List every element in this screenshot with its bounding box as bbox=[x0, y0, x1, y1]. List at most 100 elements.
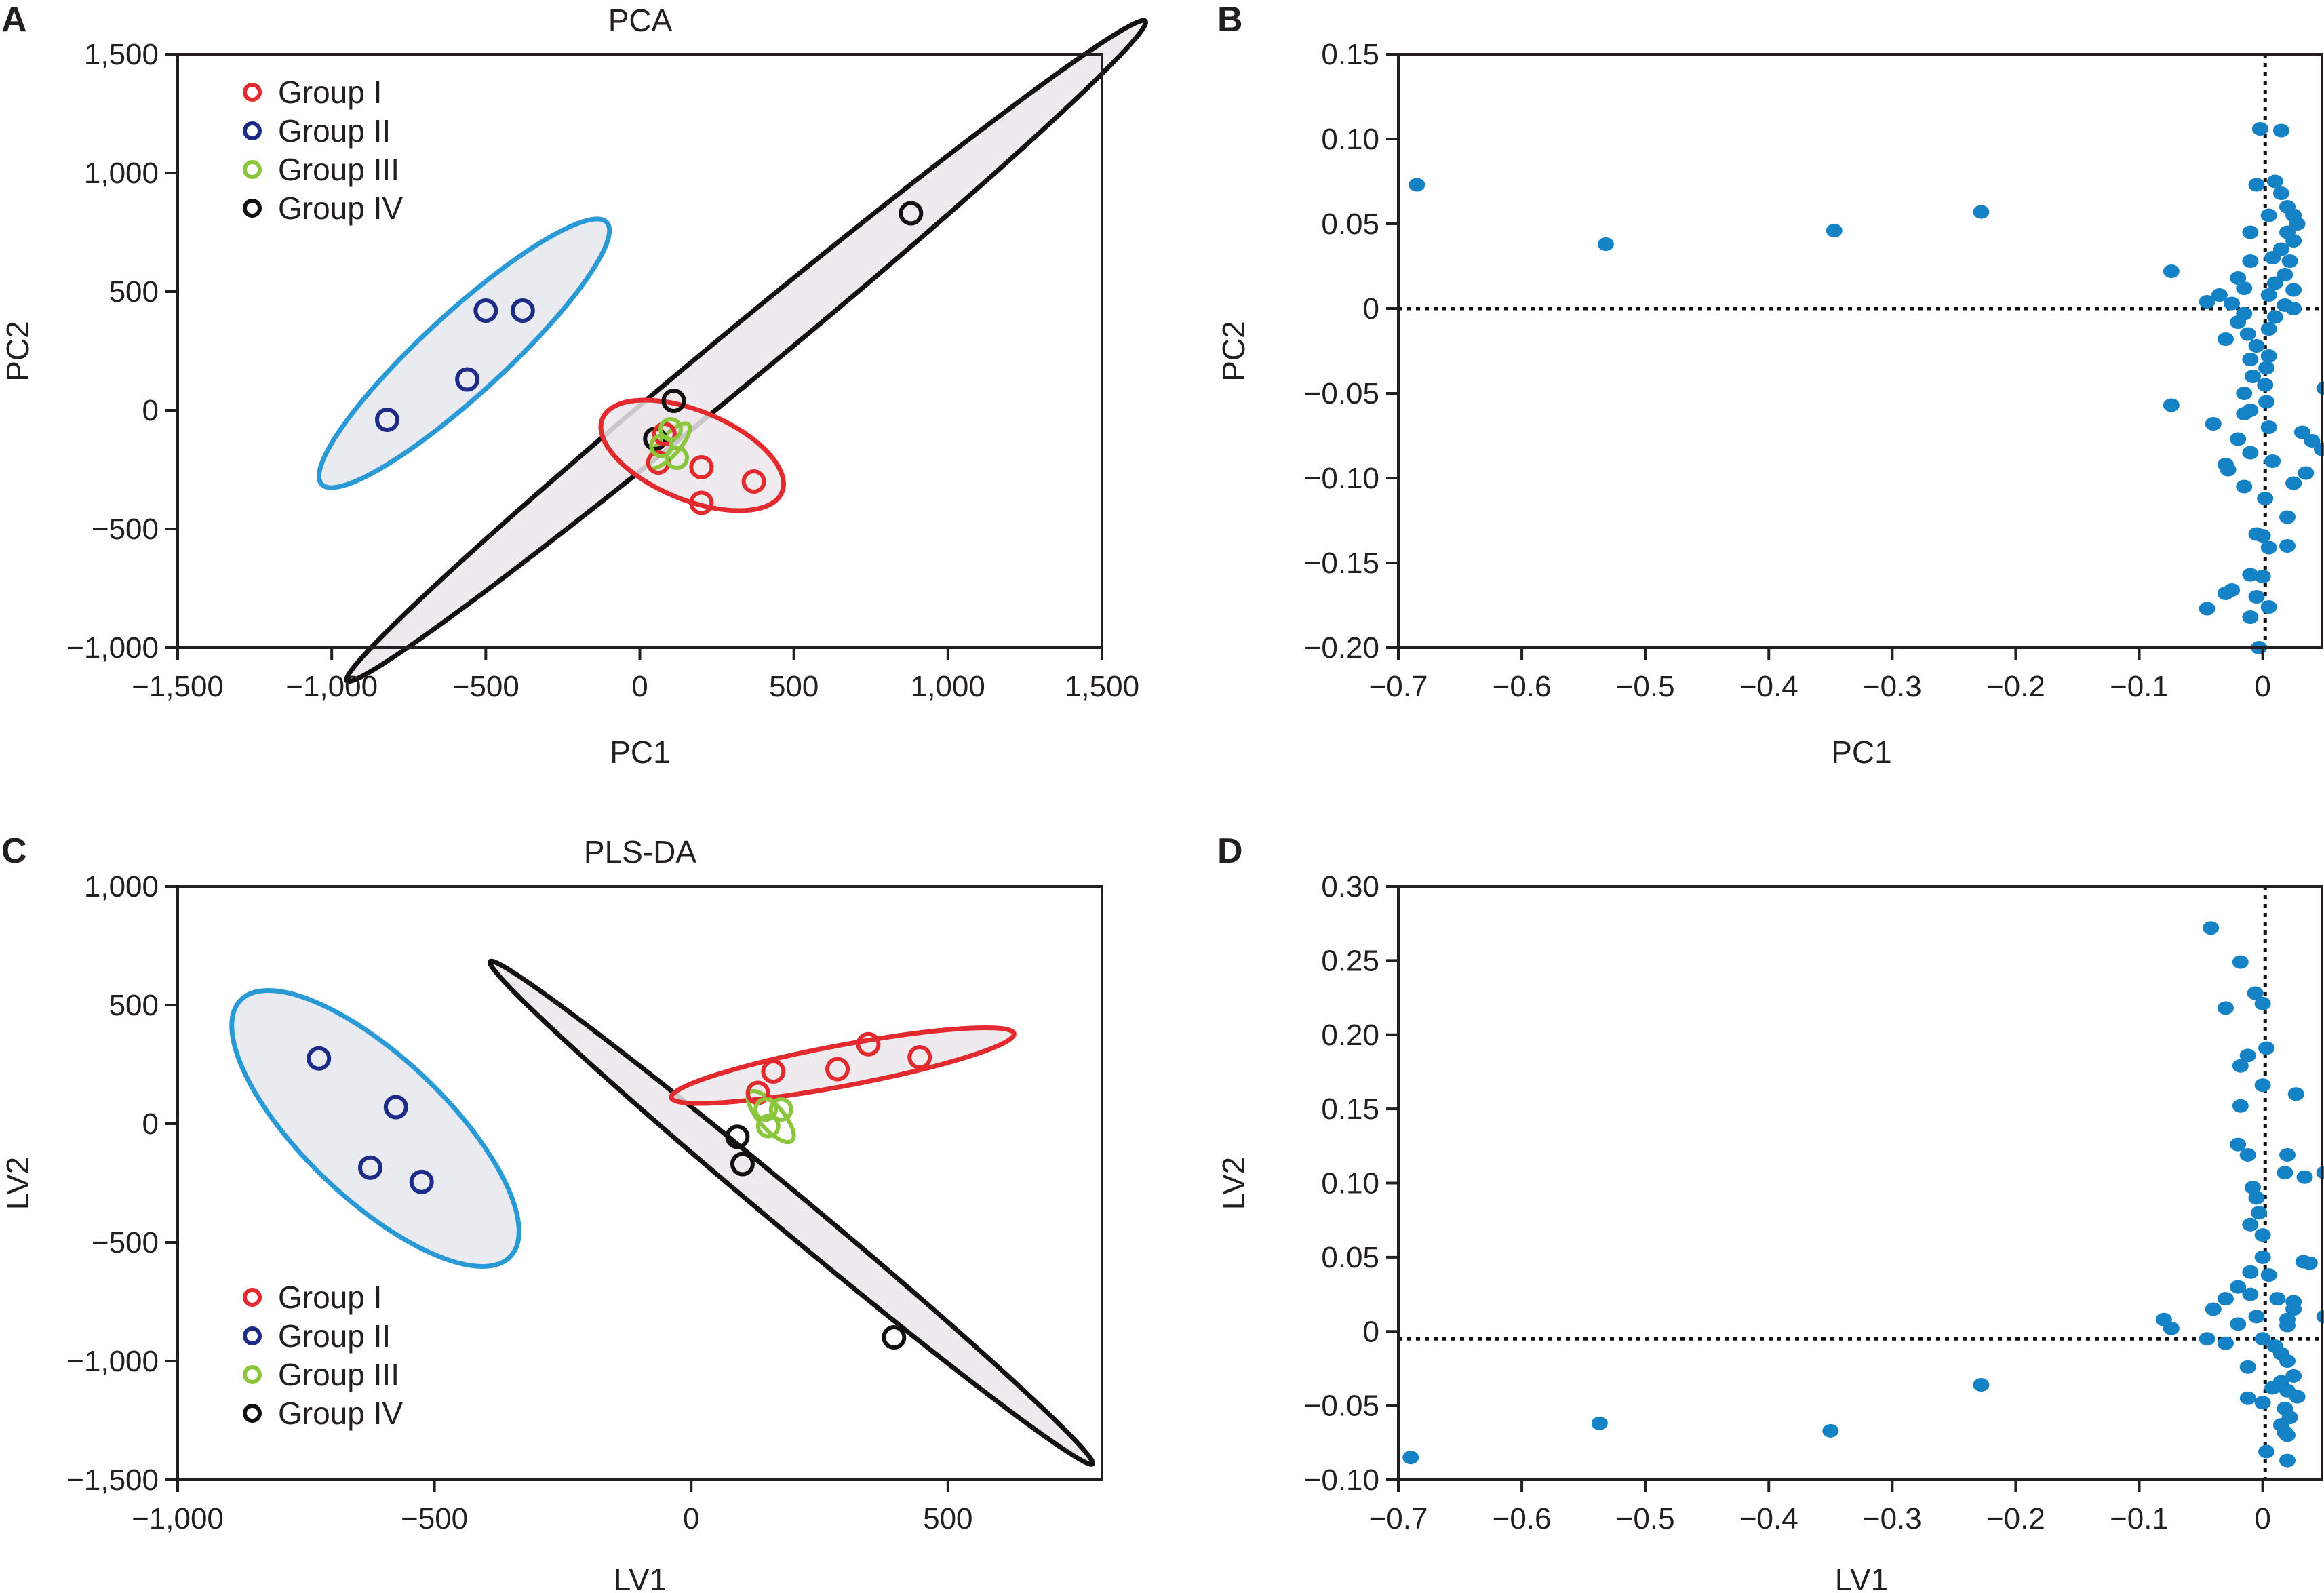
loading-point bbox=[2258, 1444, 2275, 1459]
loading-point bbox=[2239, 1391, 2256, 1405]
plot-marks bbox=[316, 18, 1148, 684]
loading-point bbox=[2285, 476, 2302, 490]
y-axis-title: PC2 bbox=[0, 321, 35, 381]
axes: −1,000 −500 0 500 −1,500 −1,000 −500 0 500 1,000 bbox=[66, 870, 1103, 1535]
loading-point bbox=[2293, 425, 2310, 439]
x-tick-label: −0.5 bbox=[1616, 1502, 1675, 1535]
plot-marks bbox=[1398, 886, 2324, 1480]
loading-point bbox=[2258, 395, 2275, 409]
loading-point bbox=[2230, 432, 2247, 446]
y-axis-title: LV2 bbox=[0, 1157, 35, 1210]
x-tick-label: −0.6 bbox=[1493, 670, 1552, 703]
legend-marker-icon bbox=[243, 199, 262, 218]
x-tick-label: 0 bbox=[2254, 1502, 2270, 1535]
loading-point bbox=[1973, 205, 1990, 219]
legend-marker-icon bbox=[243, 160, 262, 179]
data-point-group-ii bbox=[374, 408, 399, 432]
confidence-ellipse-group-i bbox=[598, 397, 786, 513]
data-point-group-iv bbox=[882, 1325, 907, 1350]
data-point-group-i bbox=[907, 1045, 932, 1069]
y-tick-label: 500 bbox=[109, 275, 159, 309]
data-point-group-iv bbox=[730, 1152, 755, 1177]
loading-point bbox=[2163, 1321, 2180, 1335]
loading-point bbox=[2260, 349, 2277, 363]
legend-label: Group II bbox=[278, 1318, 391, 1354]
loading-point bbox=[2242, 225, 2259, 239]
loading-point bbox=[2248, 1310, 2265, 1324]
y-tick-label: −0.05 bbox=[1304, 1390, 1379, 1423]
loading-point bbox=[2217, 1292, 2234, 1306]
plot-marks bbox=[229, 958, 1095, 1467]
loading-point bbox=[2254, 1396, 2271, 1410]
loading-point bbox=[2217, 1336, 2234, 1350]
loading-point bbox=[2205, 417, 2222, 431]
loading-point bbox=[2242, 1287, 2259, 1301]
loading-point bbox=[2205, 1302, 2222, 1316]
loading-point bbox=[2269, 1292, 2286, 1306]
data-point-group-ii bbox=[383, 1095, 408, 1120]
loading-point bbox=[2281, 254, 2298, 268]
loading-point bbox=[2254, 1332, 2271, 1346]
loading-point bbox=[2289, 217, 2306, 231]
loading-point bbox=[2264, 251, 2281, 264]
y-tick-label: 0.10 bbox=[1321, 1167, 1379, 1200]
legend-label: Group III bbox=[278, 1357, 399, 1392]
legend-marker-icon bbox=[243, 1288, 262, 1307]
loading-point bbox=[2257, 492, 2274, 505]
data-point-group-iii bbox=[768, 1097, 793, 1122]
loading-point bbox=[2242, 254, 2259, 268]
loading-point bbox=[2287, 1087, 2304, 1101]
y-tick-label: 0.15 bbox=[1321, 1093, 1379, 1126]
loading-point bbox=[2264, 454, 2281, 468]
loading-point bbox=[2199, 1332, 2215, 1346]
y-tick-label: 0.20 bbox=[1321, 1019, 1379, 1052]
y-tick-label: −1,000 bbox=[66, 631, 159, 665]
loading-point bbox=[2279, 1428, 2296, 1442]
y-tick-label: 0 bbox=[142, 394, 159, 427]
loading-point bbox=[2285, 1369, 2302, 1383]
panel-a-pca-scores: PCA −1,500 −1,000 −500 0 500 1,000 1,500 −1,000… bbox=[0, 3, 1148, 770]
plot-frame bbox=[176, 885, 1103, 1481]
x-tick-label: −0.4 bbox=[1739, 670, 1798, 703]
confidence-ellipse-group-iv bbox=[344, 18, 1148, 684]
axes: −0.7 −0.6 −0.5 −0.4 −0.3 −0.2 −0.1 0−0.10−0.050… bbox=[1304, 870, 2323, 1535]
panel-b-pca-loadings: −0.7 −0.6 −0.5 −0.4 −0.3 −0.2 −0.1 0−0.20−0.15−… bbox=[1216, 38, 2324, 770]
panel-letter-a: A bbox=[1, 0, 27, 39]
plot-frame bbox=[1397, 885, 2323, 1481]
loading-point bbox=[2217, 332, 2234, 346]
loading-point bbox=[2260, 1268, 2277, 1282]
y-tick-label: −1,000 bbox=[66, 1345, 159, 1378]
plot-marks bbox=[1398, 54, 2324, 654]
x-tick-label: −0.6 bbox=[1493, 1502, 1552, 1535]
loading-point bbox=[2257, 378, 2274, 392]
confidence-ellipse-group-ii bbox=[316, 216, 612, 490]
y-tick-label: −0.20 bbox=[1304, 631, 1379, 665]
loading-point bbox=[2242, 610, 2259, 624]
loading-point bbox=[2242, 353, 2259, 366]
confidence-ellipse-group-ii bbox=[229, 988, 521, 1269]
loading-point bbox=[2242, 1265, 2259, 1279]
loading-point bbox=[2248, 1191, 2265, 1205]
loading-point bbox=[2242, 1217, 2259, 1232]
y-tick-label: 1,000 bbox=[84, 870, 159, 903]
loading-point bbox=[2239, 327, 2256, 341]
legend-marker-icon bbox=[243, 121, 262, 140]
x-tick-label: −0.1 bbox=[2110, 1502, 2169, 1535]
x-tick-label: −0.3 bbox=[1863, 670, 1922, 703]
loading-point bbox=[2277, 268, 2293, 281]
data-point-group-iii bbox=[755, 1114, 781, 1139]
x-axis-title: PC1 bbox=[610, 734, 670, 770]
loading-point bbox=[2251, 122, 2268, 136]
loading-point bbox=[2245, 370, 2262, 383]
loading-point bbox=[2260, 540, 2277, 555]
y-tick-label: 1,000 bbox=[84, 157, 159, 190]
loading-point bbox=[2239, 1147, 2256, 1162]
x-tick-label: −0.2 bbox=[1986, 670, 2045, 703]
y-tick-label: −0.10 bbox=[1304, 462, 1379, 495]
x-axis-title: PC1 bbox=[1831, 734, 1891, 770]
loading-point bbox=[2239, 1360, 2256, 1374]
loading-point bbox=[2239, 1048, 2256, 1063]
